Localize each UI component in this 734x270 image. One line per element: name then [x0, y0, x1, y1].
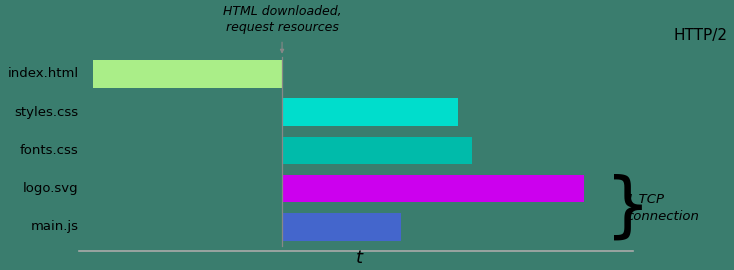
Bar	[282, 137, 471, 164]
Text: fonts.css: fonts.css	[20, 144, 79, 157]
Text: styles.css: styles.css	[15, 106, 79, 119]
Bar	[282, 213, 401, 241]
Text: index.html: index.html	[7, 67, 79, 80]
Text: logo.svg: logo.svg	[23, 182, 79, 195]
Text: t: t	[356, 249, 363, 267]
Bar	[282, 98, 457, 126]
Text: HTML downloaded,
request resources: HTML downloaded, request resources	[222, 5, 341, 34]
Text: }: }	[605, 173, 651, 242]
Bar	[92, 60, 282, 88]
Text: HTTP/2: HTTP/2	[674, 28, 727, 43]
Bar	[282, 175, 584, 202]
Text: 1 TCP
connection: 1 TCP connection	[626, 193, 699, 222]
Text: main.js: main.js	[31, 220, 79, 234]
